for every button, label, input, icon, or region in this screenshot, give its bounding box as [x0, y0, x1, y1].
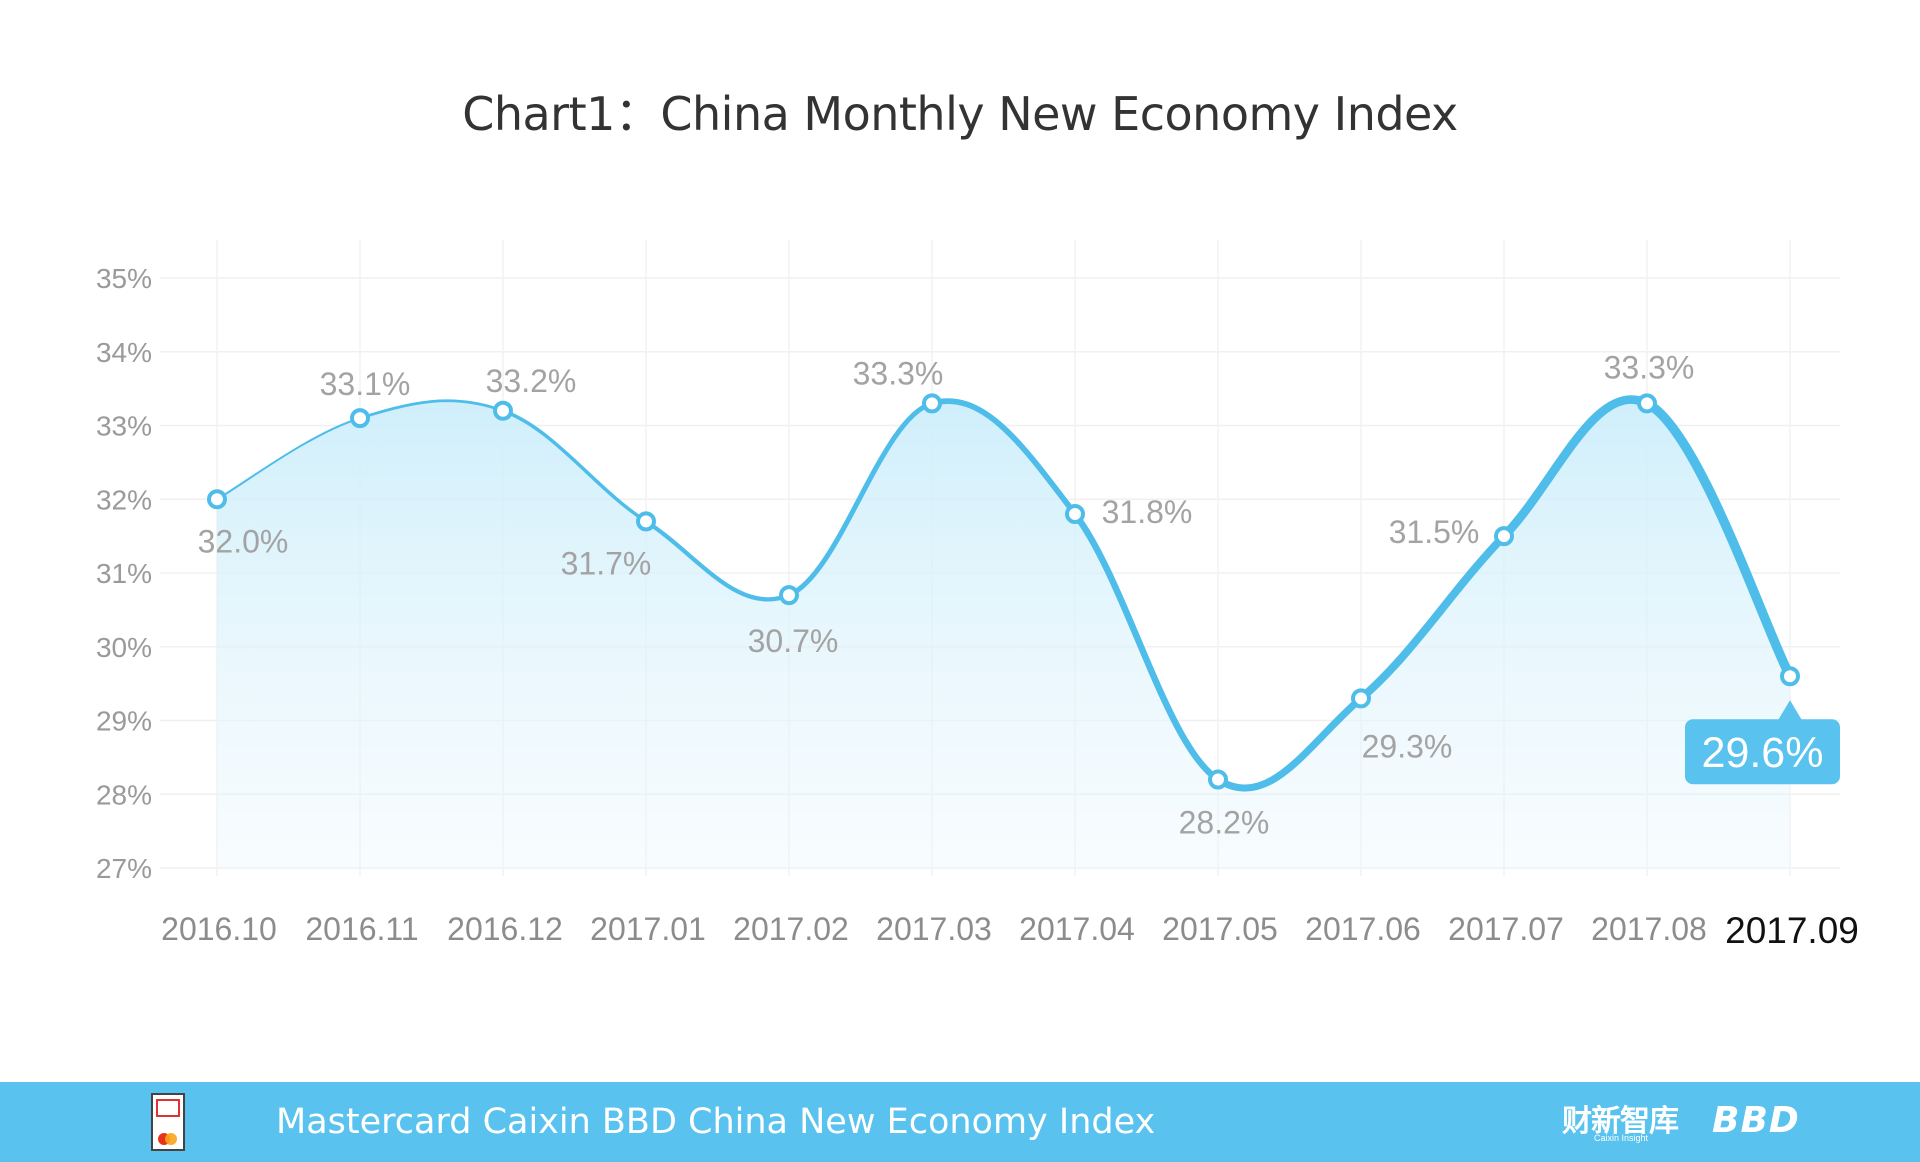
y-tick-label: 28% [96, 779, 152, 810]
x-tick-label: 2016.10 [161, 911, 277, 947]
data-label: 31.8% [1102, 494, 1193, 530]
callout-box [1685, 719, 1840, 785]
data-point [1780, 666, 1800, 687]
x-tick-label: 2017.07 [1448, 911, 1564, 947]
chart-title: Chart1：China Monthly New Economy Index [462, 87, 1458, 141]
x-tick-label: 2017.09 [1725, 910, 1859, 951]
data-label: 28.2% [1179, 805, 1270, 841]
data-point [1208, 769, 1228, 790]
line-segment [1499, 395, 1652, 541]
data-label: 33.2% [486, 363, 577, 399]
x-tick-label: 2016.11 [305, 911, 418, 947]
x-tick-label: 2017.04 [1019, 911, 1135, 947]
data-label: 33.3% [853, 355, 944, 391]
line-segment [1214, 694, 1365, 792]
y-tick-label: 27% [96, 853, 152, 884]
x-tick-label: 2016.12 [447, 911, 563, 947]
line-segment [1071, 510, 1222, 783]
y-tick-label: 34% [96, 337, 152, 368]
y-tick-label: 35% [96, 263, 152, 294]
callout-pointer [1778, 700, 1802, 721]
series-line [216, 395, 1795, 792]
line-segment [501, 409, 648, 524]
line-segment [1357, 532, 1508, 703]
x-tick-label: 2017.03 [876, 911, 992, 947]
data-point [1065, 504, 1085, 524]
line-segment [358, 399, 505, 420]
data-point [1637, 393, 1657, 414]
data-label: 29.3% [1362, 728, 1453, 764]
line-segment [786, 400, 935, 598]
data-point [493, 400, 513, 421]
axis-labels: 27% 28% 29% 30% 31% 32% 33% 34% 35% 2016.10 2016.1… [96, 263, 1859, 951]
nei-logo-icon [151, 1093, 185, 1151]
y-tick-label: 29% [96, 706, 152, 737]
footer-title: Mastercard Caixin BBD China New Economy … [276, 1102, 1156, 1142]
y-tick-label: 32% [96, 484, 152, 515]
x-tick-label: 2017.02 [733, 911, 849, 947]
x-tick-label: 2017.08 [1591, 911, 1707, 947]
data-label: 30.7% [748, 623, 839, 659]
data-point [779, 585, 799, 606]
data-point [1351, 688, 1371, 709]
data-point [1494, 526, 1514, 547]
data-label: 31.5% [1389, 514, 1480, 550]
y-tick-label: 33% [96, 411, 152, 442]
caixin-insight-subtitle: Caixin Insight [1594, 1133, 1649, 1143]
footer-bar: Mastercard Caixin BBD China New Economy … [0, 1082, 1920, 1162]
x-tick-label: 2017.05 [1162, 911, 1278, 947]
data-point [636, 511, 656, 532]
line-segment [216, 417, 361, 501]
data-label: 32.0% [198, 523, 289, 559]
caixin-insight-logo: 财新智库 [1562, 1105, 1679, 1138]
x-tick-label: 2017.01 [590, 911, 706, 947]
line-segment [643, 519, 792, 602]
data-label: 31.7% [561, 545, 652, 581]
area-fill [217, 399, 1790, 868]
line-segment [929, 398, 1078, 517]
data-point [350, 408, 370, 429]
bbd-logo: BBD [1712, 1100, 1800, 1141]
callout-label: 29.6% [1702, 729, 1824, 777]
line-segment [1642, 398, 1795, 681]
data-point [207, 489, 227, 510]
area-path [217, 399, 1790, 868]
data-point [922, 393, 942, 414]
x-tick-label: 2017.06 [1305, 911, 1421, 947]
data-points [207, 393, 1800, 790]
y-tick-label: 31% [96, 558, 152, 589]
data-label: 33.3% [1604, 349, 1695, 385]
line-chart: 32.0% 33.1% 33.2% 31.7% 30.7% 33.3% 31.8% 28.2%… [96, 240, 1859, 951]
y-tick-label: 30% [96, 632, 152, 663]
data-labels: 32.0% 33.1% 33.2% 31.7% 30.7% 33.3% 31.8% 28.2%… [198, 349, 1840, 841]
data-label: 33.1% [320, 366, 411, 402]
